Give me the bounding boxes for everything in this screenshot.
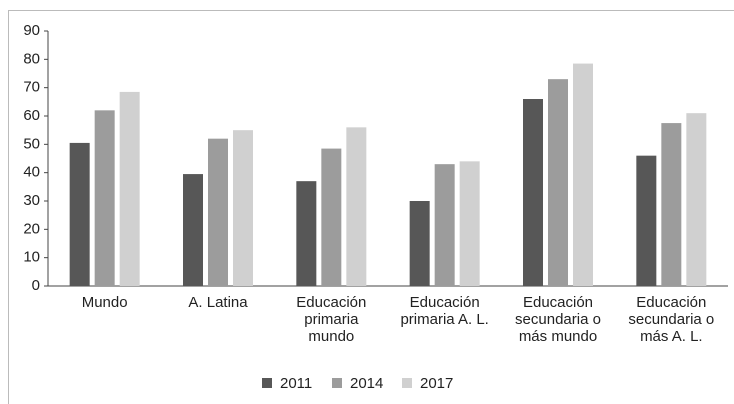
x-tick-label: Educación secundaria o más mundo (515, 294, 601, 345)
bar (548, 79, 568, 287)
bar (296, 181, 317, 286)
bar (321, 148, 342, 286)
y-tick-label: 10 (23, 249, 40, 266)
bar (523, 99, 543, 286)
legend-label: 2011 (280, 375, 312, 392)
bar (686, 113, 707, 287)
bar (661, 123, 682, 286)
bar (409, 201, 430, 286)
bar (208, 138, 228, 286)
y-tick-label: 60 (23, 107, 40, 124)
y-tick-label: 50 (23, 135, 40, 152)
y-tick-label: 70 (23, 79, 40, 96)
y-tick-label: 0 (32, 277, 40, 294)
y-tick-label: 20 (23, 220, 40, 237)
bar (183, 174, 203, 286)
x-tick-label: Mundo (81, 294, 128, 311)
bar (69, 142, 90, 286)
y-tick-label: 40 (23, 164, 40, 181)
bar (434, 164, 455, 286)
legend-swatch (262, 378, 272, 388)
bar (346, 127, 367, 286)
bar (119, 91, 140, 287)
x-tick-label: Educación primaria mundo (296, 294, 367, 345)
x-tick-label: Educación primaria A. L. (400, 294, 489, 328)
legend-label: 2017 (420, 375, 453, 392)
y-tick-label: 90 (23, 22, 40, 39)
bar (94, 110, 115, 286)
x-tick-label: Educación secundaria o más A. L. (628, 294, 715, 345)
bar (636, 155, 657, 286)
y-tick-label: 30 (23, 192, 40, 209)
legend-swatch (402, 378, 412, 388)
legend-swatch (332, 378, 342, 388)
legend-label: 2014 (350, 375, 383, 392)
bar (233, 130, 253, 286)
frame-border (8, 10, 734, 404)
bar (459, 161, 480, 286)
y-tick-label: 80 (23, 50, 40, 67)
x-tick-label: A. Latina (188, 294, 248, 311)
bar (573, 63, 593, 287)
